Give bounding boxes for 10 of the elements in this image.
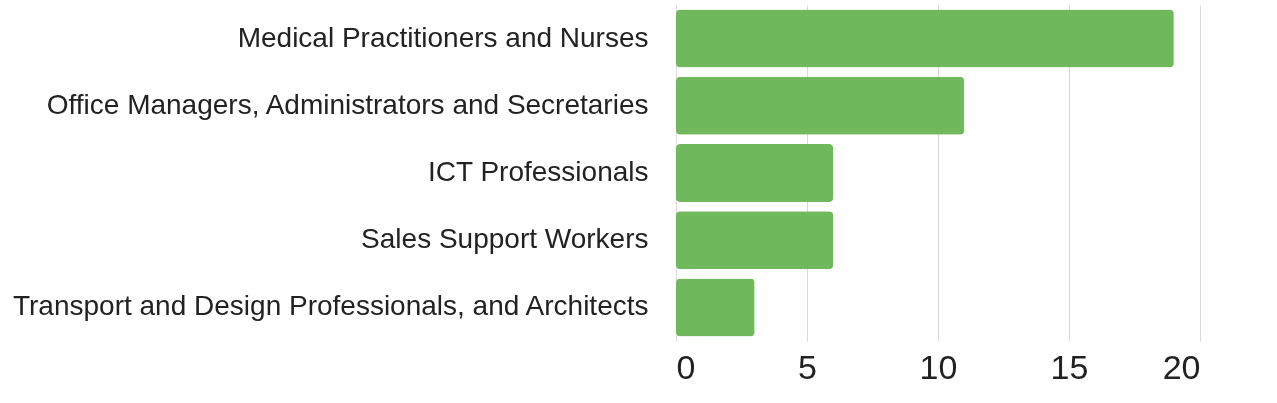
y-tick-label: Sales Support Workers [361, 223, 649, 255]
x-tick-label: 10 [919, 347, 958, 386]
x-tick-label: 20 [1162, 347, 1201, 386]
y-tick-label: Transport and Design Professionals, and Architects [12, 290, 649, 322]
y-tick-label: ICT Professionals [428, 156, 649, 187]
x-tick-label: 15 [1050, 347, 1089, 386]
y-tick-label: Medical Practitioners and Nurses [237, 21, 649, 53]
x-tick-label: 0 [676, 347, 696, 386]
y-tick-label: Office Managers, Administrators and Secretaries [46, 88, 649, 120]
x-tick-label: 5 [798, 347, 817, 386]
